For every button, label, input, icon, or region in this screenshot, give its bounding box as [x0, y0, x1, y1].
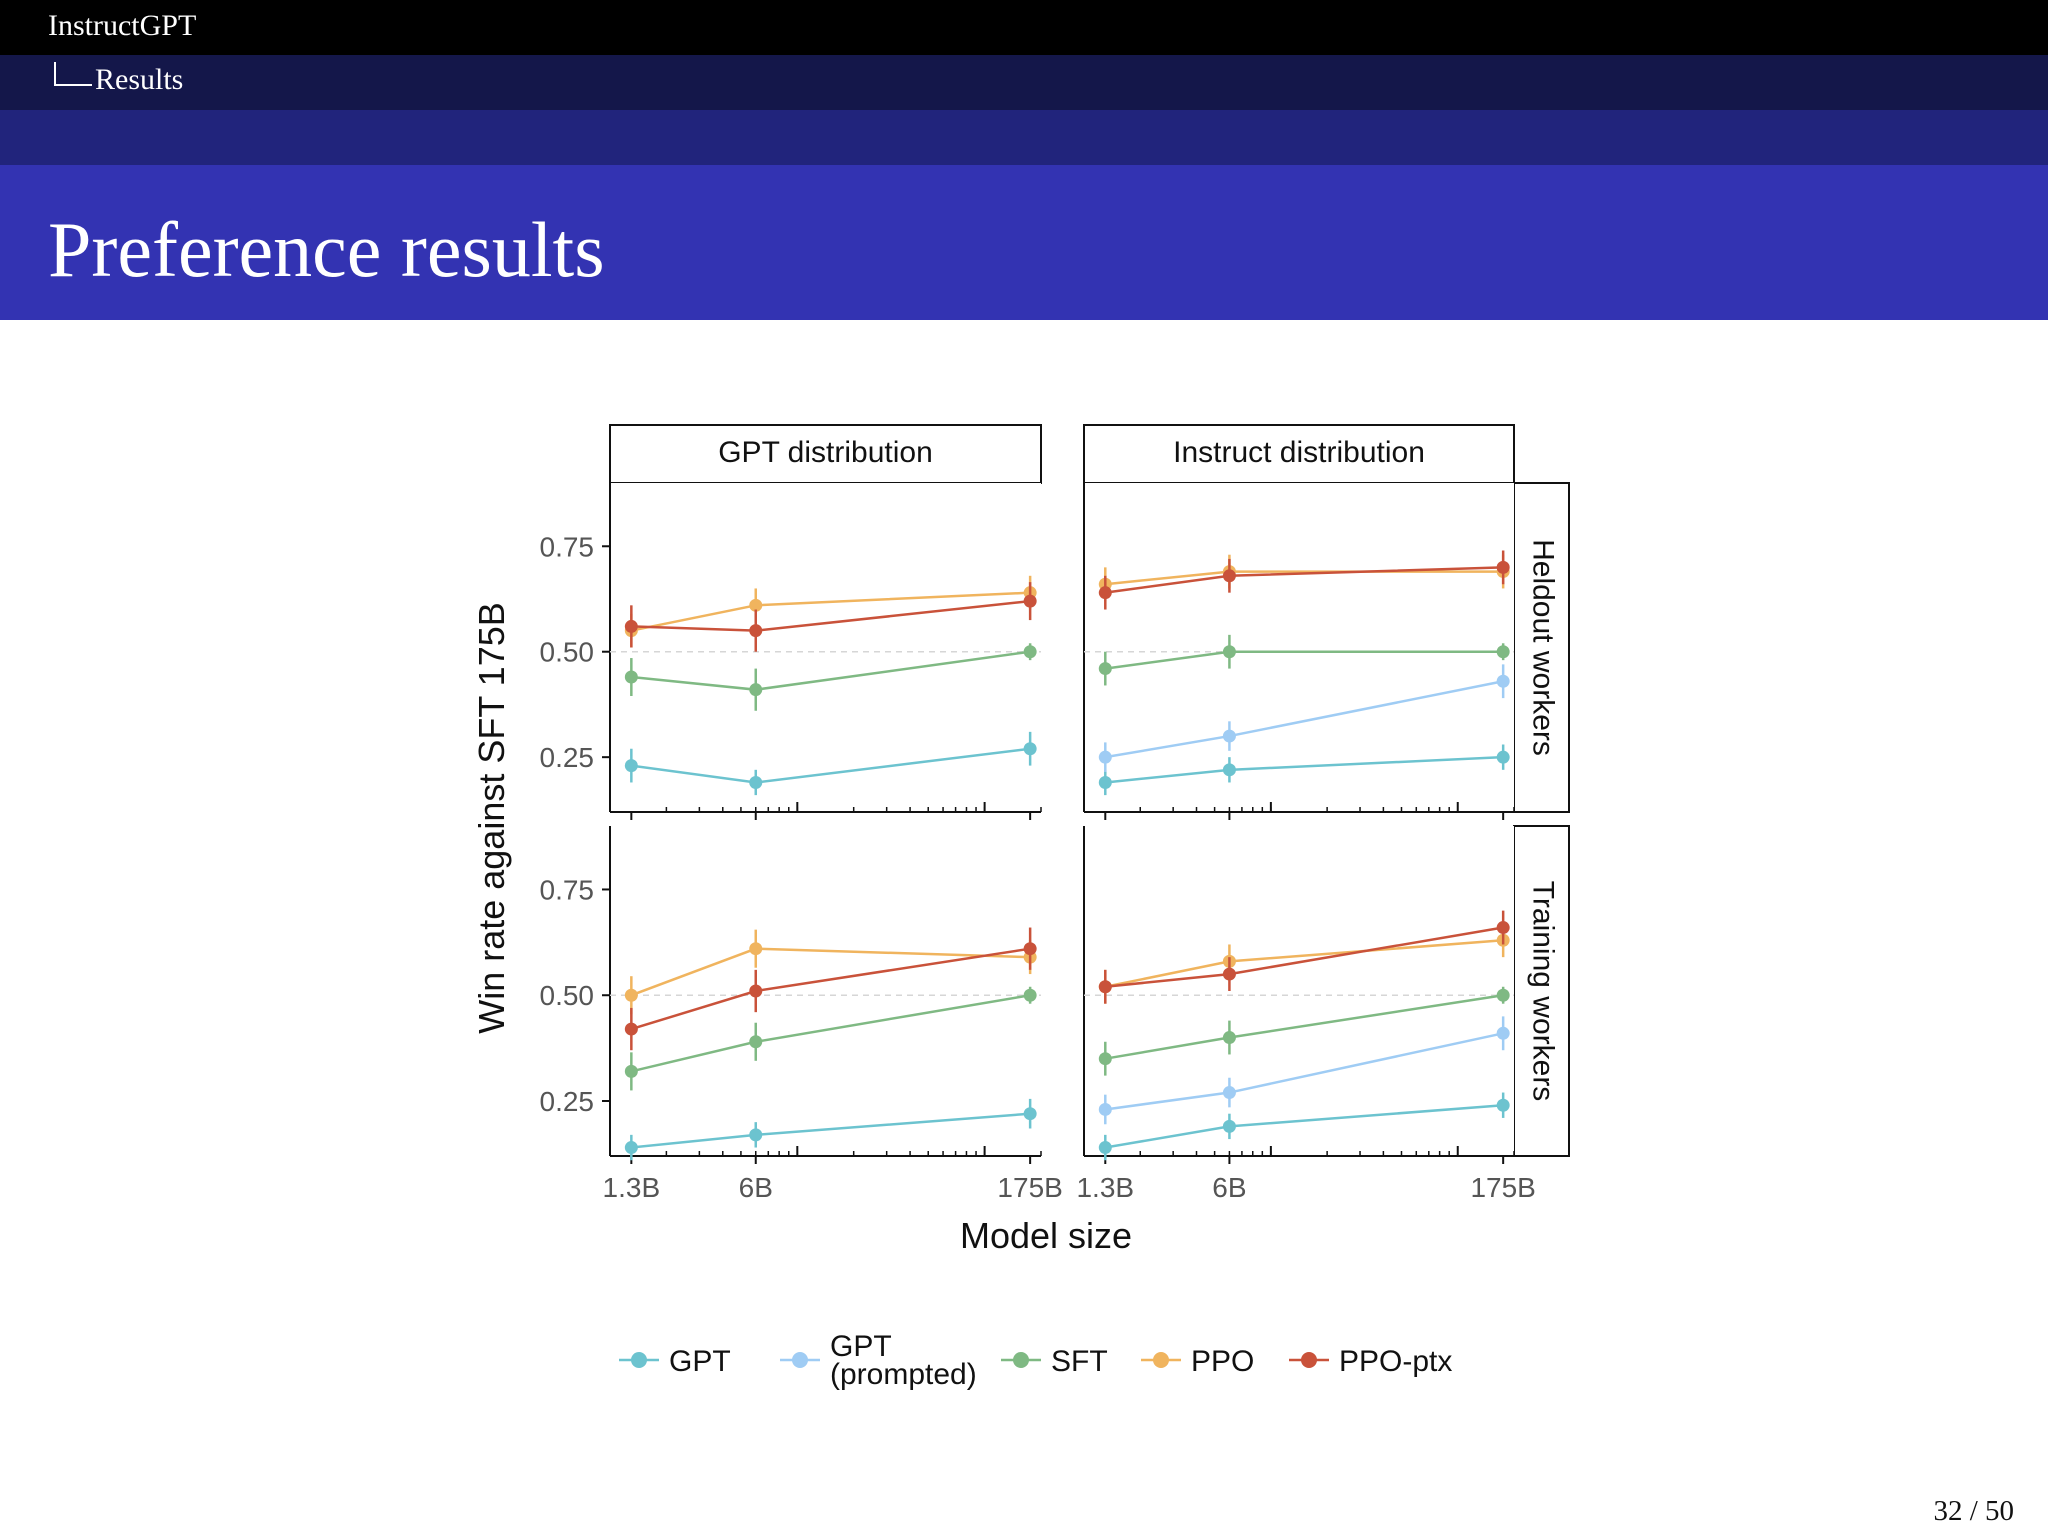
column-header-gpt-distribution: [609, 424, 1042, 484]
data-point-gpt: [1098, 1141, 1112, 1155]
legend-label: GPT: [669, 1345, 731, 1378]
data-point-ppo-ptx: [1023, 942, 1037, 956]
data-point-gpt: [1222, 1119, 1236, 1133]
y-tick-label: 0.25: [540, 742, 595, 773]
data-point-gpt: [749, 775, 763, 789]
data-point-sft: [1098, 662, 1112, 676]
data-point-ppo-ptx: [1098, 980, 1112, 994]
data-point-gpt-prompted: [1496, 674, 1510, 688]
nav-subsection-link[interactable]: Results: [95, 63, 184, 96]
data-point-sft: [624, 1064, 638, 1078]
row-strip-label: Training workers: [1527, 881, 1560, 1102]
legend-label: SFT: [1051, 1345, 1108, 1378]
x-tick-label: 1.3B: [603, 1172, 661, 1203]
data-point-ppo-ptx: [1496, 560, 1510, 574]
x-tick-label: 6B: [1212, 1172, 1246, 1203]
legend-key-dot-ppo-ptx: [1301, 1352, 1317, 1368]
data-point-gpt: [624, 1141, 638, 1155]
data-point-sft: [1023, 988, 1037, 1002]
data-point-gpt-prompted: [1222, 1086, 1236, 1100]
legend-label: GPT: [830, 1330, 892, 1363]
legend-label: PPO: [1191, 1345, 1254, 1378]
data-point-gpt: [1023, 742, 1037, 756]
data-point-gpt-prompted: [1098, 1102, 1112, 1116]
data-point-gpt: [624, 759, 638, 773]
title-bar: [0, 165, 2048, 320]
data-point-sft: [1496, 988, 1510, 1002]
data-point-ppo: [749, 598, 763, 612]
legend-label: PPO-ptx: [1339, 1345, 1452, 1378]
data-point-gpt: [749, 1128, 763, 1142]
data-point-ppo-ptx: [1222, 569, 1236, 583]
data-point-ppo-ptx: [749, 984, 763, 998]
column-header-label: GPT distribution: [718, 436, 933, 469]
data-point-gpt: [1023, 1107, 1037, 1121]
data-point-gpt-prompted: [1222, 729, 1236, 743]
x-tick-label: 6B: [739, 1172, 773, 1203]
data-point-sft: [1222, 645, 1236, 659]
panel-background: [1084, 826, 1514, 1156]
data-point-gpt-prompted: [1496, 1026, 1510, 1040]
nav-tree-connector: [54, 62, 92, 86]
page-number: 32 / 50: [1933, 1495, 2014, 1527]
legend-key-dot-ppo: [1153, 1352, 1169, 1368]
legend-label-line2: (prompted): [830, 1358, 977, 1391]
x-axis-title: Model size: [960, 1215, 1132, 1256]
y-tick-label: 0.75: [540, 874, 595, 905]
data-point-ppo-ptx: [1496, 921, 1510, 935]
x-tick-label: 175B: [997, 1172, 1062, 1203]
panel-background: [1084, 483, 1514, 812]
data-point-ppo: [624, 988, 638, 1002]
nav-bar-section: InstructGPT: [0, 0, 2048, 55]
page-title: Preference results: [48, 206, 605, 293]
y-tick-label: 0.50: [540, 980, 595, 1011]
data-point-gpt: [1496, 1098, 1510, 1112]
y-tick-label: 0.25: [540, 1086, 595, 1117]
legend-key-dot-sft: [1013, 1352, 1029, 1368]
x-tick-label: 1.3B: [1076, 1172, 1134, 1203]
data-point-ppo-ptx: [1098, 586, 1112, 600]
data-point-sft: [1023, 645, 1037, 659]
nav-bar-spacer: [0, 110, 2048, 165]
panel-background: [610, 483, 1041, 812]
data-point-sft: [749, 683, 763, 697]
panel-background: [610, 826, 1041, 1156]
row-strip-label: Heldout workers: [1527, 539, 1560, 756]
data-point-sft: [624, 670, 638, 684]
x-tick-label: 175B: [1470, 1172, 1535, 1203]
data-point-gpt: [1222, 763, 1236, 777]
legend-key-dot-gpt-prompted: [792, 1352, 808, 1368]
column-header-label: Instruct distribution: [1173, 436, 1425, 469]
y-axis-title: Win rate against SFT 175B: [471, 602, 512, 1034]
data-point-sft: [1496, 645, 1510, 659]
data-point-sft: [749, 1035, 763, 1049]
y-tick-label: 0.75: [540, 531, 595, 562]
nav-section-link[interactable]: InstructGPT: [48, 9, 197, 42]
data-point-ppo: [749, 942, 763, 956]
data-point-ppo-ptx: [624, 619, 638, 633]
data-point-ppo-ptx: [1023, 594, 1037, 608]
data-point-sft: [1098, 1052, 1112, 1066]
y-tick-label: 0.50: [540, 637, 595, 668]
data-point-gpt-prompted: [1098, 750, 1112, 764]
data-point-ppo-ptx: [624, 1022, 638, 1036]
nav-bar-subsection: Results: [0, 55, 2048, 110]
data-point-ppo-ptx: [1222, 967, 1236, 981]
legend-key-dot-gpt: [631, 1352, 647, 1368]
data-point-ppo-ptx: [749, 624, 763, 638]
data-point-sft: [1222, 1031, 1236, 1045]
data-point-gpt: [1098, 775, 1112, 789]
data-point-gpt: [1496, 750, 1510, 764]
